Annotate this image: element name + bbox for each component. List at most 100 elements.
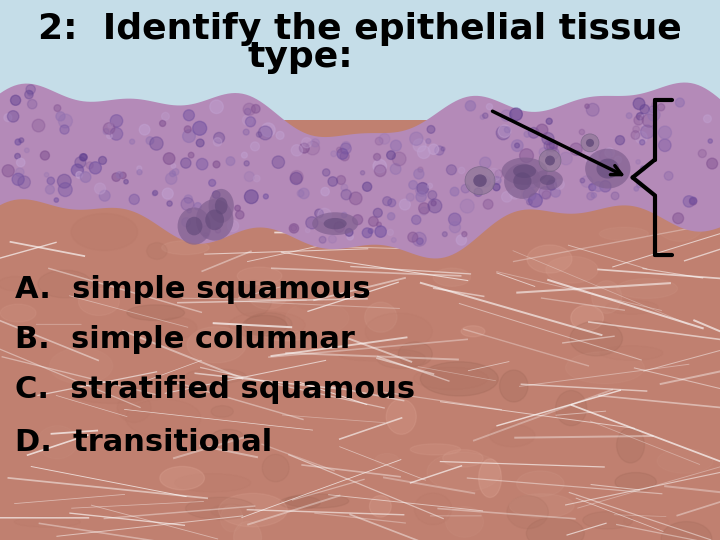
- Circle shape: [341, 190, 351, 200]
- Circle shape: [410, 132, 423, 145]
- Circle shape: [244, 109, 251, 115]
- Circle shape: [342, 141, 351, 150]
- Circle shape: [542, 132, 554, 145]
- Circle shape: [297, 190, 304, 197]
- Circle shape: [137, 166, 142, 171]
- Ellipse shape: [585, 148, 631, 188]
- Ellipse shape: [504, 164, 541, 199]
- Circle shape: [130, 139, 135, 144]
- Circle shape: [58, 174, 71, 188]
- Circle shape: [194, 202, 202, 210]
- Circle shape: [353, 215, 363, 225]
- Circle shape: [197, 139, 204, 147]
- Ellipse shape: [178, 207, 211, 245]
- Circle shape: [428, 191, 437, 200]
- Circle shape: [672, 213, 683, 224]
- Circle shape: [26, 85, 35, 94]
- Ellipse shape: [571, 305, 603, 330]
- Circle shape: [374, 165, 386, 177]
- Circle shape: [137, 170, 142, 175]
- Circle shape: [334, 222, 344, 232]
- Ellipse shape: [510, 494, 574, 518]
- Circle shape: [546, 147, 559, 159]
- Circle shape: [146, 137, 154, 145]
- Ellipse shape: [526, 517, 585, 540]
- Circle shape: [418, 167, 423, 172]
- Circle shape: [542, 191, 551, 199]
- Text: B.  simple columnar: B. simple columnar: [15, 325, 355, 354]
- Circle shape: [505, 127, 510, 133]
- Circle shape: [244, 190, 258, 204]
- Circle shape: [24, 148, 30, 153]
- Circle shape: [349, 192, 362, 205]
- Circle shape: [382, 197, 392, 206]
- Text: D.  transitional: D. transitional: [15, 428, 272, 457]
- Circle shape: [483, 199, 493, 209]
- Circle shape: [166, 173, 177, 184]
- Circle shape: [264, 194, 269, 199]
- Circle shape: [417, 183, 428, 194]
- Ellipse shape: [205, 210, 224, 230]
- Circle shape: [215, 228, 220, 233]
- Circle shape: [184, 195, 192, 203]
- Circle shape: [212, 204, 218, 211]
- Circle shape: [306, 141, 320, 155]
- Circle shape: [387, 151, 395, 159]
- Circle shape: [129, 194, 140, 205]
- Ellipse shape: [196, 199, 233, 241]
- Circle shape: [642, 114, 656, 127]
- Ellipse shape: [570, 321, 623, 356]
- Circle shape: [593, 181, 603, 192]
- Circle shape: [690, 197, 697, 204]
- Circle shape: [635, 132, 647, 144]
- Circle shape: [319, 237, 326, 243]
- Circle shape: [413, 232, 426, 246]
- Circle shape: [528, 193, 542, 207]
- Ellipse shape: [215, 198, 228, 214]
- Circle shape: [511, 140, 523, 152]
- Circle shape: [449, 213, 461, 226]
- Circle shape: [515, 172, 520, 178]
- Circle shape: [496, 126, 510, 140]
- Ellipse shape: [443, 450, 483, 467]
- Ellipse shape: [0, 304, 36, 322]
- Ellipse shape: [286, 302, 349, 334]
- Circle shape: [493, 177, 501, 184]
- Circle shape: [427, 125, 435, 133]
- Circle shape: [300, 143, 309, 153]
- Ellipse shape: [615, 472, 657, 492]
- Ellipse shape: [490, 424, 535, 447]
- Ellipse shape: [229, 312, 305, 339]
- Ellipse shape: [556, 390, 587, 426]
- Ellipse shape: [186, 497, 255, 519]
- Ellipse shape: [592, 281, 621, 313]
- Circle shape: [408, 232, 418, 242]
- Circle shape: [636, 113, 644, 120]
- Bar: [0, 120, 720, 540]
- Circle shape: [659, 139, 671, 152]
- Circle shape: [482, 113, 488, 118]
- Ellipse shape: [420, 362, 498, 396]
- Circle shape: [581, 176, 593, 187]
- Circle shape: [302, 138, 312, 148]
- Ellipse shape: [375, 454, 399, 466]
- Circle shape: [549, 140, 557, 149]
- Ellipse shape: [410, 444, 461, 455]
- Circle shape: [347, 234, 354, 240]
- Circle shape: [544, 140, 554, 151]
- Circle shape: [502, 192, 512, 202]
- Ellipse shape: [566, 352, 644, 383]
- Circle shape: [58, 183, 72, 197]
- Ellipse shape: [265, 331, 307, 341]
- Circle shape: [183, 130, 195, 143]
- Circle shape: [75, 157, 86, 168]
- Ellipse shape: [364, 302, 397, 332]
- Ellipse shape: [186, 369, 246, 383]
- Circle shape: [633, 126, 639, 133]
- Ellipse shape: [71, 213, 138, 251]
- Circle shape: [591, 193, 596, 198]
- Circle shape: [153, 192, 156, 196]
- Circle shape: [32, 119, 45, 132]
- Ellipse shape: [187, 327, 246, 363]
- Circle shape: [586, 103, 599, 116]
